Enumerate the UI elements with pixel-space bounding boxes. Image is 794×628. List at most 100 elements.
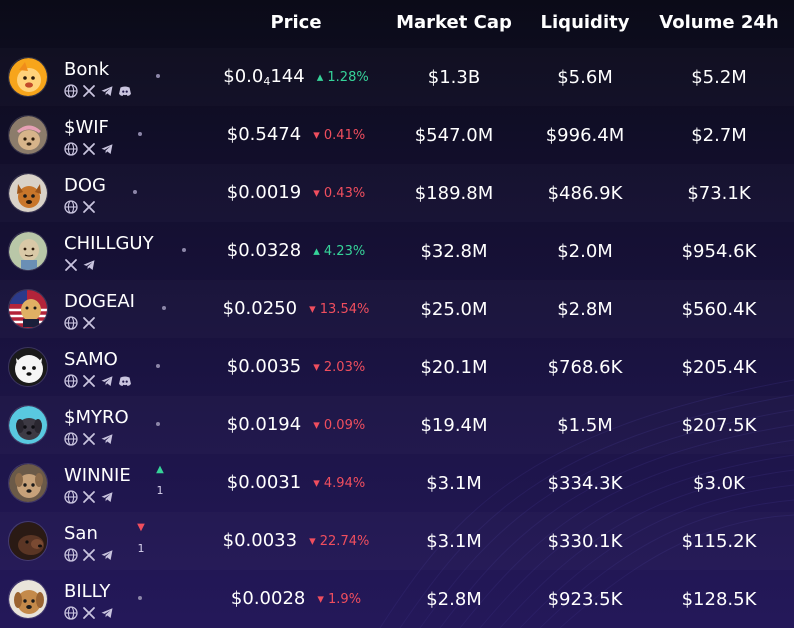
- status-dot: [156, 74, 160, 78]
- social-links: [64, 200, 96, 214]
- status-dot: [133, 190, 137, 194]
- token-name[interactable]: San: [64, 523, 98, 544]
- token-price: $0.0031: [226, 472, 302, 493]
- token-avatar[interactable]: [8, 115, 48, 155]
- globe-icon[interactable]: [64, 142, 78, 156]
- caret-down-icon: ▾: [317, 591, 324, 607]
- telegram-icon[interactable]: [100, 490, 114, 504]
- token-avatar[interactable]: [8, 521, 48, 561]
- volume-cell: $3.0K: [693, 472, 745, 494]
- token-avatar[interactable]: [8, 463, 48, 503]
- token-name[interactable]: WINNIE: [64, 465, 131, 486]
- token-price: $0.0328: [226, 240, 302, 261]
- table-row[interactable]: $WIF $0.5474 ▾ 0.41% $547.0M $996.4M $2.…: [0, 106, 794, 164]
- token-avatar[interactable]: [8, 289, 48, 329]
- discord-icon[interactable]: [118, 84, 132, 98]
- liquidity-cell: $1.5M: [557, 414, 613, 436]
- table-row[interactable]: CHILLGUY $0.0328 ▴ 4.23% $32.8M $2.0M $9…: [0, 222, 794, 280]
- globe-icon[interactable]: [64, 548, 78, 562]
- token-name[interactable]: $MYRO: [64, 407, 129, 428]
- header-price[interactable]: Price: [270, 12, 322, 33]
- price-change: ▾ 0.41%: [313, 127, 366, 143]
- x-icon[interactable]: [82, 490, 96, 504]
- status-dot: [156, 364, 160, 368]
- telegram-icon[interactable]: [100, 606, 114, 620]
- discord-icon[interactable]: [118, 374, 132, 388]
- market-cap-cell: $25.0M: [420, 298, 488, 320]
- token-name[interactable]: CHILLGUY: [64, 233, 154, 254]
- globe-icon[interactable]: [64, 606, 78, 620]
- table-row[interactable]: WINNIE ▲ 1 $0.0031 ▾ 4.94% $3.1M $334.3K…: [0, 454, 794, 512]
- telegram-icon[interactable]: [82, 258, 96, 272]
- price-cell: $0.5474 ▾ 0.41%: [196, 106, 396, 164]
- token-avatar[interactable]: [8, 173, 48, 213]
- token-name[interactable]: DOGEAI: [64, 291, 135, 312]
- telegram-icon[interactable]: [100, 142, 114, 156]
- x-icon[interactable]: [82, 200, 96, 214]
- status-dot: [162, 306, 166, 310]
- token-avatar[interactable]: [8, 57, 48, 97]
- token-avatar[interactable]: [8, 231, 48, 271]
- table-row[interactable]: Bonk $0.04144 ▴ 1.28% $1.3B $5.6M $5.2M: [0, 48, 794, 106]
- market-cap-cell: $3.1M: [426, 472, 482, 494]
- table-row[interactable]: DOG $0.0019 ▾ 0.43% $189.8M $486.9K $73.…: [0, 164, 794, 222]
- token-avatar[interactable]: [8, 579, 48, 619]
- globe-icon[interactable]: [64, 84, 78, 98]
- telegram-icon[interactable]: [100, 548, 114, 562]
- globe-icon[interactable]: [64, 200, 78, 214]
- price-cell: $0.0035 ▾ 2.03%: [196, 338, 396, 396]
- x-icon[interactable]: [82, 142, 96, 156]
- table-row[interactable]: $MYRO $0.0194 ▾ 0.09% $19.4M $1.5M $207.…: [0, 396, 794, 454]
- liquidity-cell: $923.5K: [547, 588, 623, 610]
- trend-count: 1: [137, 542, 145, 555]
- header-liquidity[interactable]: Liquidity: [540, 12, 630, 33]
- x-icon[interactable]: [82, 606, 96, 620]
- token-name[interactable]: SAMO: [64, 349, 118, 370]
- table-row[interactable]: BILLY $0.0028 ▾ 1.9% $2.8M $923.5K $128.…: [0, 570, 794, 628]
- liquidity-cell: $486.9K: [547, 182, 623, 204]
- globe-icon[interactable]: [64, 316, 78, 330]
- social-links: [64, 84, 132, 98]
- liquidity-cell: $2.0M: [557, 240, 613, 262]
- arrow-up-icon: ▲: [156, 464, 164, 475]
- x-icon[interactable]: [82, 84, 96, 98]
- token-name[interactable]: Bonk: [64, 59, 110, 80]
- volume-cell: $2.7M: [691, 124, 747, 146]
- globe-icon[interactable]: [64, 374, 78, 388]
- price-change: ▾ 1.9%: [317, 591, 362, 607]
- table-row[interactable]: DOGEAI $0.0250 ▾ 13.54% $25.0M $2.8M $56…: [0, 280, 794, 338]
- price-change: ▾ 2.03%: [313, 359, 366, 375]
- token-name[interactable]: BILLY: [64, 581, 111, 602]
- social-links: [64, 432, 114, 446]
- globe-icon[interactable]: [64, 490, 78, 504]
- header-market-cap[interactable]: Market Cap: [396, 12, 512, 33]
- token-avatar[interactable]: [8, 405, 48, 445]
- header-volume-24h[interactable]: Volume 24h: [659, 12, 779, 33]
- x-icon[interactable]: [82, 548, 96, 562]
- token-avatar[interactable]: [8, 347, 48, 387]
- token-name[interactable]: DOG: [64, 175, 106, 196]
- liquidity-cell: $5.6M: [557, 66, 613, 88]
- x-icon[interactable]: [64, 258, 78, 272]
- telegram-icon[interactable]: [100, 374, 114, 388]
- token-name[interactable]: $WIF: [64, 117, 109, 138]
- telegram-icon[interactable]: [100, 432, 114, 446]
- market-cap-cell: $547.0M: [414, 124, 494, 146]
- token-price: $0.0033: [222, 530, 298, 551]
- arrow-down-icon: ▼: [137, 522, 145, 533]
- liquidity-cell: $330.1K: [547, 530, 623, 552]
- telegram-icon[interactable]: [100, 84, 114, 98]
- volume-cell: $205.4K: [681, 356, 757, 378]
- caret-up-icon: ▴: [313, 243, 320, 259]
- market-cap-cell: $3.1M: [426, 530, 482, 552]
- social-links: [64, 490, 114, 504]
- social-links: [64, 606, 114, 620]
- token-price: $0.0194: [226, 414, 302, 435]
- x-icon[interactable]: [82, 432, 96, 446]
- table-row[interactable]: San ▼ 1 $0.0033 ▾ 22.74% $3.1M $330.1K $…: [0, 512, 794, 570]
- status-dot: [138, 132, 142, 136]
- table-row[interactable]: SAMO $0.0035 ▾ 2.03% $20.1M $768.6K $205…: [0, 338, 794, 396]
- x-icon[interactable]: [82, 316, 96, 330]
- x-icon[interactable]: [82, 374, 96, 388]
- globe-icon[interactable]: [64, 432, 78, 446]
